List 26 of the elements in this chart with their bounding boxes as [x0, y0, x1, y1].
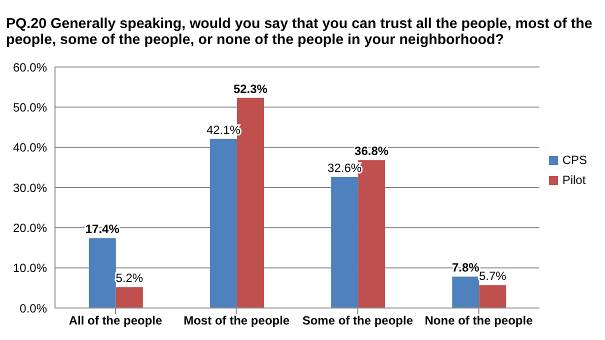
bar: [452, 276, 480, 308]
x-tick-label: Some of the people: [302, 314, 414, 328]
bar: [88, 238, 116, 308]
bar: [210, 138, 237, 308]
y-tick-label: 20.0%: [12, 220, 48, 235]
data-label: 36.8%: [354, 144, 389, 158]
data-label: 5.7%: [478, 269, 507, 284]
x-tick-label: All of the people: [68, 314, 163, 328]
x-tick-label: Most of the people: [184, 314, 290, 328]
y-tick-label: 0.0%: [20, 301, 48, 316]
bar: [479, 285, 506, 308]
data-label: 7.8%: [452, 260, 480, 275]
data-label: 5.2%: [116, 271, 144, 286]
data-label: 17.4%: [85, 222, 120, 236]
bar: [331, 177, 358, 308]
y-tick-label: 60.0%: [12, 60, 48, 74]
legend-label: Pilot: [562, 173, 586, 187]
y-tick-label: 50.0%: [12, 100, 48, 114]
bar: [116, 287, 143, 308]
y-tick-label: 10.0%: [12, 261, 48, 276]
y-tick-label: 40.0%: [12, 140, 48, 155]
data-label: 52.3%: [233, 82, 268, 96]
x-tick-label: None of the people: [424, 314, 534, 328]
y-tick-label: 30.0%: [12, 180, 48, 195]
legend-label: CPS: [562, 153, 587, 167]
chart-title: PQ.20 Generally speaking, would you say that you can trust all the people, most of the people, some of the people, or none of the people in your neighborhood?: [6, 16, 594, 48]
